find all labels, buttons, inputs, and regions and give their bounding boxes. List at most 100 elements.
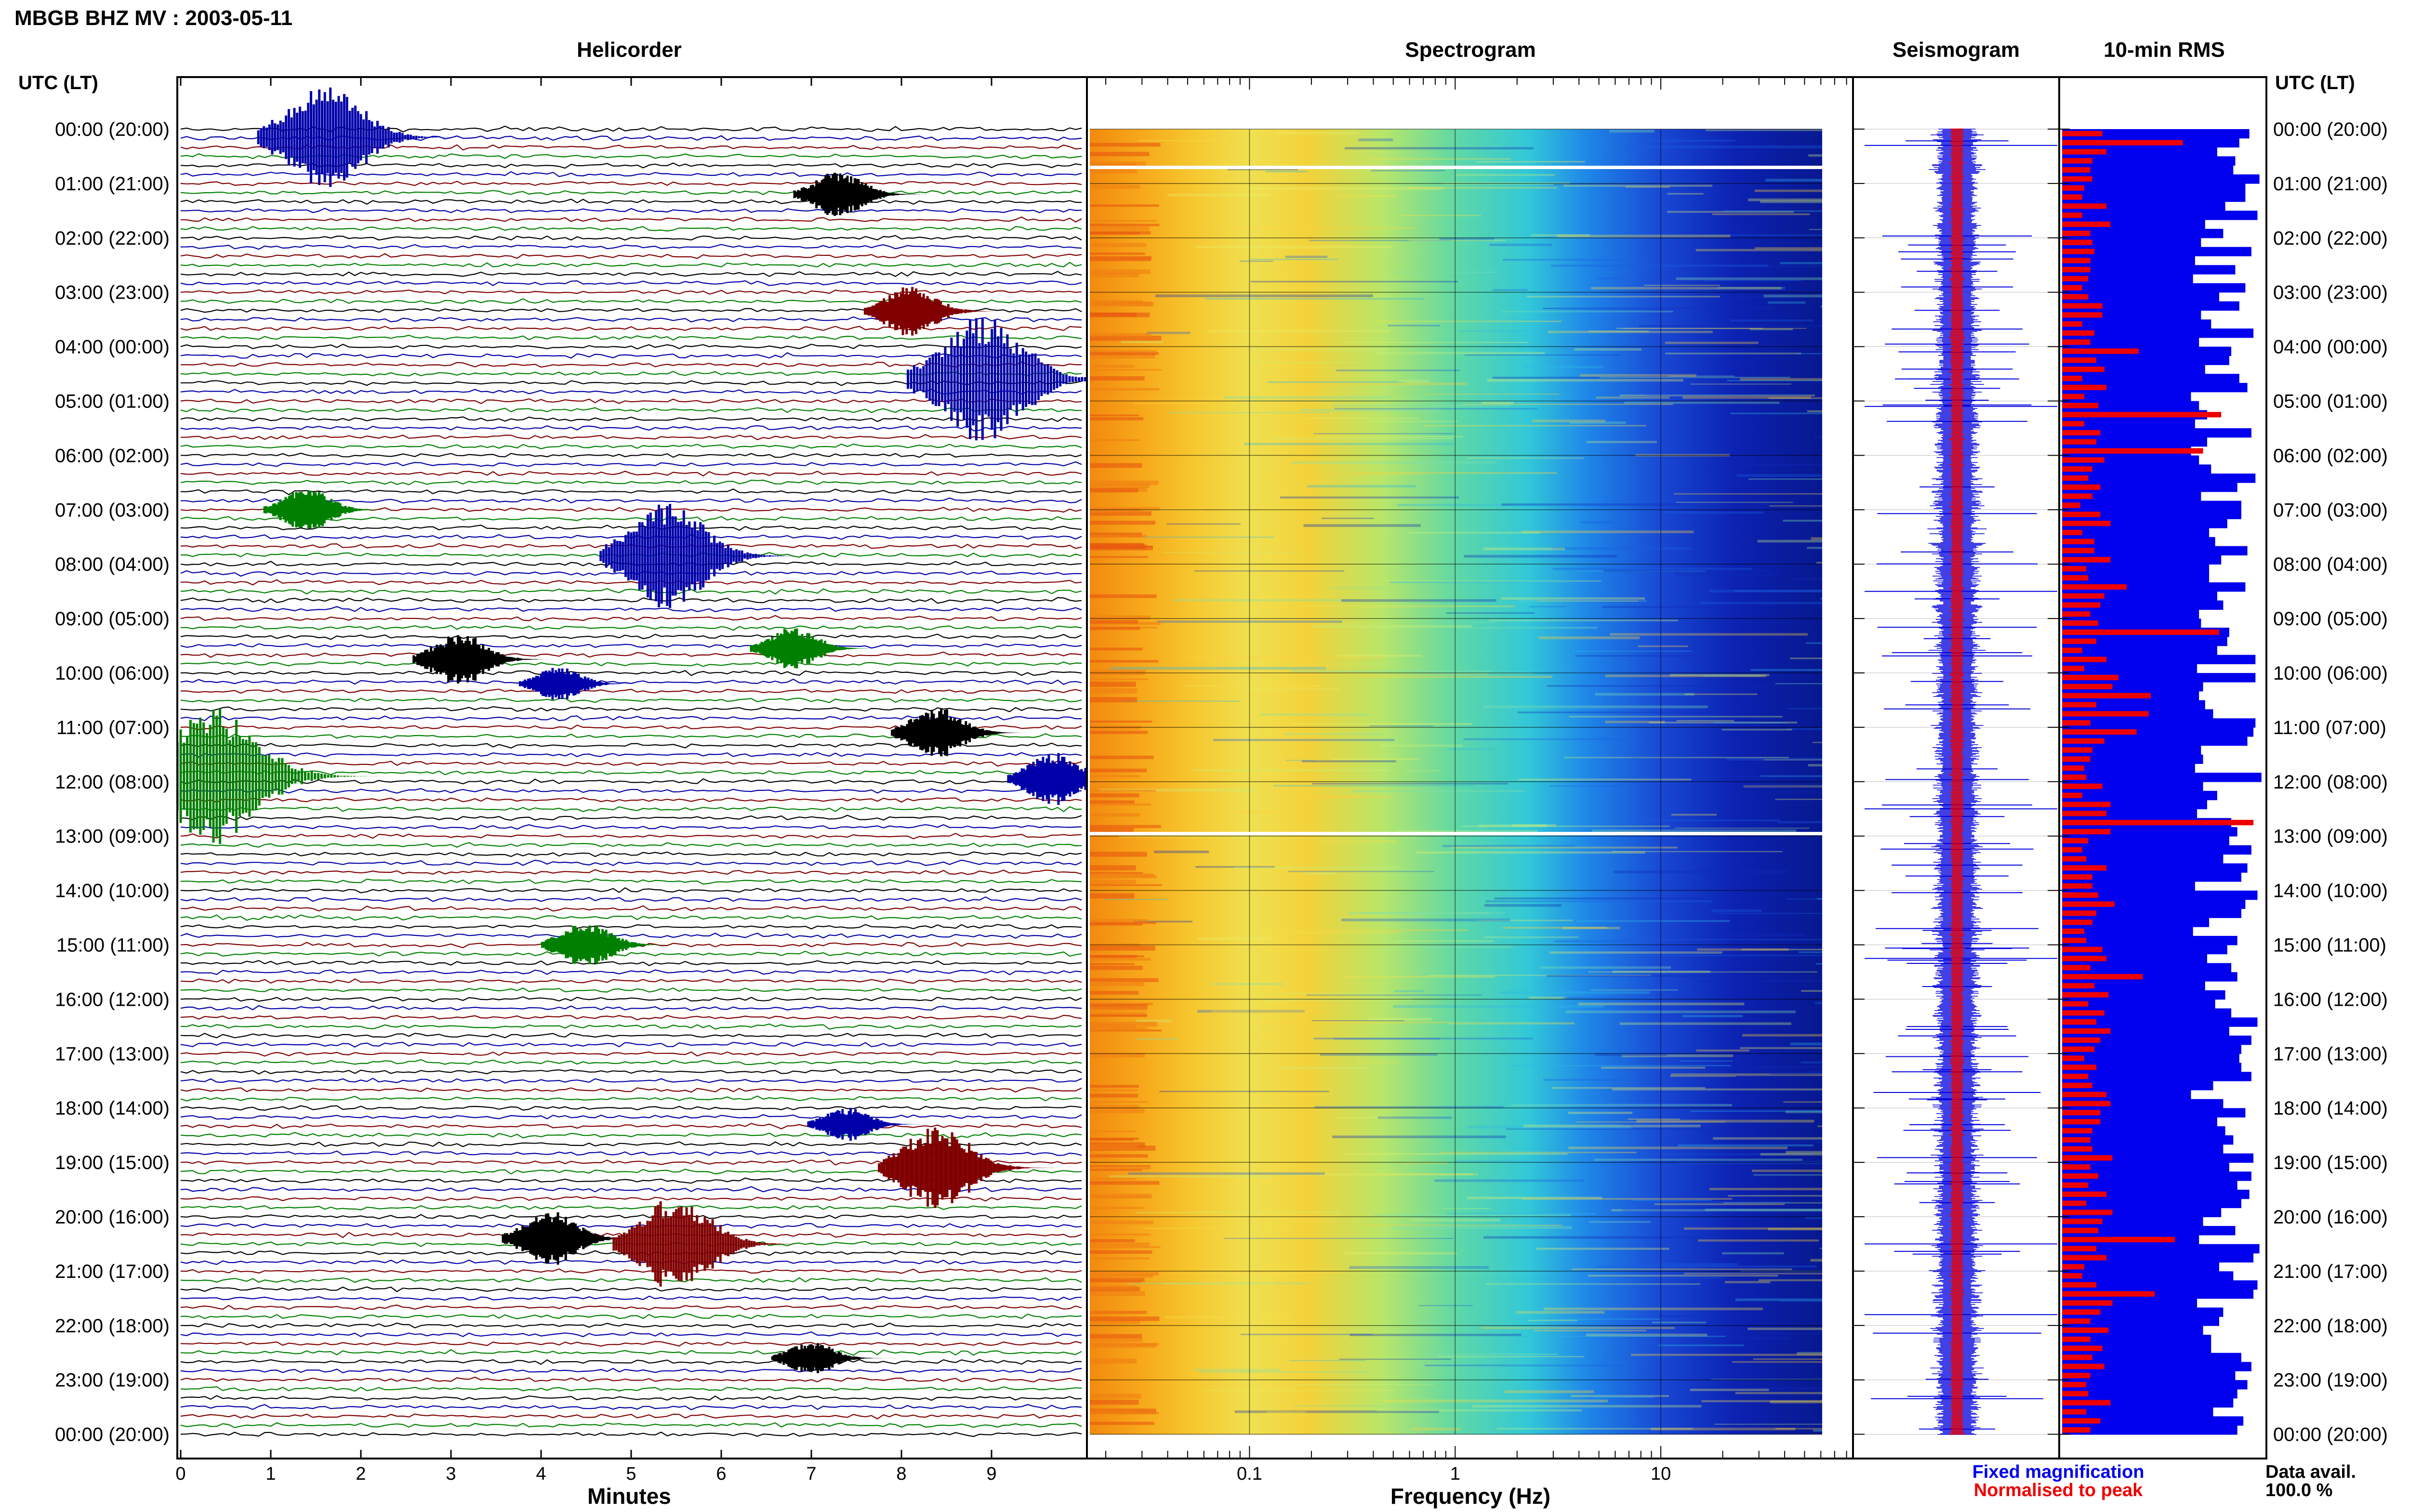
spectrogram-low-freq-energy [1090,336,1162,341]
spectrogram-low-freq-energy [1090,1004,1148,1009]
time-label-right: 16:00 (12:00) [2273,989,2388,1010]
spectrogram-low-freq-energy [1090,803,1151,806]
spectrogram-low-freq-energy [1090,1272,1159,1276]
spectrogram-low-freq-energy [1090,463,1142,468]
spectrogram-stripe [1135,1211,1341,1213]
time-label-left: 06:00 (02:00) [55,445,170,466]
rms-normalised-bar [2062,221,2111,227]
spectrogram-low-freq-energy [1090,511,1152,516]
spectrogram-low-freq-energy [1090,1242,1150,1247]
spectrogram-stripe [1306,994,1482,996]
spectrogram-stripe [1702,1387,1822,1390]
spectrogram-low-freq-energy [1090,243,1147,247]
spectrogram-low-freq-energy [1090,1196,1149,1198]
spectrogram-stripe [1605,721,1665,723]
helicorder-event [771,1343,896,1373]
spectrogram-stripe [1439,237,1495,240]
helicorder-trace [180,905,1082,912]
spectrogram-stripe [1146,331,1191,334]
spectrogram-stripe [1379,744,1463,747]
spectrogram-stripe [1207,330,1390,332]
spectrogram-stripe [1185,657,1387,659]
spectrogram-low-freq-energy [1090,507,1160,510]
spectrogram-stripe [1610,633,1808,636]
spectrogram-stripe [1759,1279,1822,1281]
time-label-right: 17:00 (13:00) [2273,1043,2388,1065]
time-label-right: 19:00 (15:00) [2273,1152,2388,1173]
rms-fixed-bar [2062,165,2234,175]
rms-normalised-bar [2062,548,2094,553]
spectrogram-stripe [1799,951,1822,953]
spectrogram-stripe [1448,748,1495,750]
spectrogram-stripe [1248,362,1359,363]
rms-normalised-bar [2062,802,2111,807]
rms-normalised-bar [2062,1255,2106,1261]
spectrogram-low-freq-energy [1090,1400,1139,1405]
spectrogram-stripe [1313,1038,1533,1039]
spectrogram-stripe [1516,1336,1726,1337]
spectrogram-stripe [1557,235,1731,237]
spectrogram-stripe [1481,1327,1675,1329]
spectrogram-stripe [1293,1405,1404,1407]
rms-normalised-bar [2062,856,2087,862]
spectrogram-low-freq-energy [1090,789,1156,792]
helicorder-trace [180,1051,1082,1057]
rms-normalised-bar [2062,1345,2103,1351]
spectrogram-low-freq-energy [1090,1319,1140,1324]
spectrogram-stripe [1749,328,1793,330]
spectrogram-stripe [1562,927,1620,930]
spectrogram-low-freq-energy [1090,958,1151,961]
rms-normalised-bar [2062,1400,2111,1406]
spectrogram-low-freq-energy [1090,800,1135,804]
helicorder-tick-label: 7 [806,1464,816,1484]
spectrogram-stripe [1311,783,1509,785]
helicorder-trace [180,398,1082,405]
helicorder-trace [180,697,1082,703]
spectrogram-low-freq-energy [1090,922,1156,924]
spectrogram-stripe [1429,974,1652,976]
spectrogram-low-freq-energy [1090,353,1155,359]
spectrogram-stripe [1478,824,1547,828]
spectrogram-low-freq-energy [1090,1169,1142,1171]
helicorder-trace [180,1422,1082,1428]
helicorder-trace [180,842,1082,848]
spectrogram-stripe [1512,824,1557,827]
spectrogram-stripe [1739,785,1822,787]
helicorder-trace [180,198,1082,205]
spectrogram-low-freq-energy [1090,1027,1149,1032]
rms-fixed-bar [2062,183,2246,193]
time-label-left: 17:00 (13:00) [55,1043,170,1065]
spectrogram-low-freq-energy [1090,1105,1139,1109]
spectrogram-stripe [1543,1307,1763,1311]
spectrogram-stripe [1159,1091,1329,1092]
rms-fixed-bar [2062,1380,2248,1390]
helicorder-trace [180,950,1082,957]
spectrogram-stripe [1820,305,1822,308]
spectrogram-low-freq-energy [1090,1101,1149,1103]
spectrogram-stripe [1703,674,1761,677]
spectrogram-stripe [1294,1384,1434,1385]
rms-normalised-bar [2062,1055,2084,1061]
spectrogram-low-freq-energy [1090,521,1156,525]
seismogram-trace [1865,128,2057,1435]
spectrogram-low-freq-energy [1090,1024,1136,1029]
spectrogram-low-freq-energy [1090,350,1157,352]
time-label-left: 19:00 (15:00) [55,1152,170,1173]
spectrogram-stripe [1678,1144,1813,1146]
helicorder-trace [180,1295,1082,1301]
helicorder-trace [180,987,1082,993]
spectrogram-stripe [1599,377,1790,379]
spectrogram-stripe [1213,739,1395,741]
spectrogram-low-freq-energy [1090,1154,1148,1158]
helicorder-trace [180,253,1082,259]
spectrogram-stripe [1594,1158,1803,1161]
rms-fixed-bar [2062,473,2256,483]
spectrogram-stripe [1775,799,1822,800]
spectrogram-stripe [1683,1227,1822,1230]
spectrogram-low-freq-energy [1090,627,1140,630]
helicorder-trace [180,389,1082,394]
spectrogram-low-freq-energy [1090,670,1146,672]
spectrogram-stripe [1808,154,1822,157]
spectrogram-stripe [1704,279,1801,281]
spectrogram-stripe [1623,328,1807,329]
